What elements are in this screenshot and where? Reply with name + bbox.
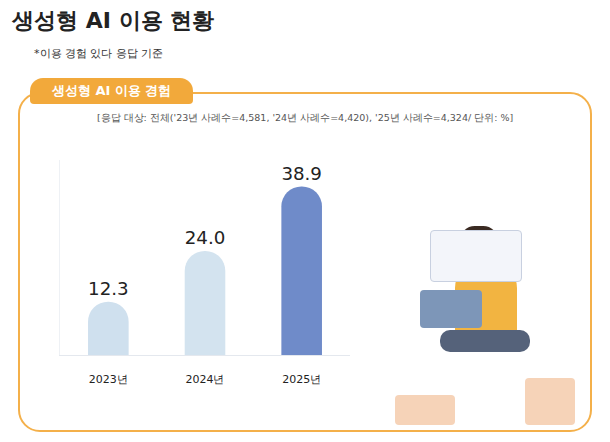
svg-text:38.9: 38.9 [281,163,322,184]
svg-text:2024년: 2024년 [186,373,225,386]
svg-text:2023년: 2023년 [89,373,128,386]
svg-text:2025년: 2025년 [282,373,321,386]
html-text:*이용 경험 있다 응답 기준: *이용 경험 있다 응답 기준 [34,47,164,60]
svg-text:12.3: 12.3 [88,278,129,299]
html-text:생성형 AI 이용 경험: 생성형 AI 이용 경험 [52,83,172,98]
html-text:생성형 AI 이용 현황: 생성형 AI 이용 현황 [12,8,215,33]
svg-text:24.0: 24.0 [185,227,226,248]
html-text:[응답 대상: 전체('23년 사례수=4,581, '24: [응답 대상: 전체('23년 사례수=4,581, '24년 사례수=4,42… [96,112,514,123]
